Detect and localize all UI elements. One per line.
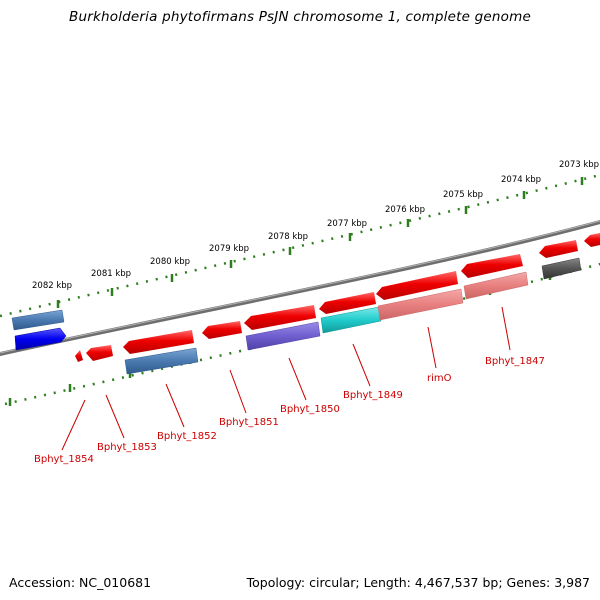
gene-arrow-blue[interactable] [14, 327, 67, 351]
map-title: Burkholderia phytofirmans PsJN chromosom… [69, 9, 531, 25]
gene-label-bphyt-1850[interactable]: Bphyt_1850 [280, 404, 340, 415]
leader-line [105, 394, 125, 439]
leader-line [288, 357, 307, 401]
genome-stats-text: Topology: circular; Length: 4,467,537 bp… [246, 575, 590, 590]
gene-arrow-red[interactable] [319, 292, 376, 314]
accession-text: Accession: NC_010681 [9, 575, 152, 590]
gene-arrow-red[interactable] [461, 254, 523, 278]
gene-labels: Bphyt_1854 Bphyt_1853 Bphyt_1852 Bphyt_1… [34, 356, 545, 465]
kbp-label: 2073 kbp [559, 160, 599, 170]
kbp-label: 2077 kbp [327, 219, 367, 229]
gene-arrow-red[interactable] [584, 233, 600, 247]
chromosome-backbone-highlight [0, 220, 600, 354]
gene-label-bphyt-1854[interactable]: Bphyt_1854 [34, 454, 94, 465]
inner-gene-row [124, 257, 582, 375]
leader-line [229, 369, 247, 414]
gene-arrow-red[interactable] [202, 321, 242, 339]
gene-arrow-steelblue[interactable] [11, 309, 65, 331]
gene-arrow-gray[interactable] [541, 257, 582, 280]
kbp-label: 2074 kbp [501, 175, 541, 185]
leader-line [501, 306, 511, 351]
leader-line [165, 383, 185, 428]
gene-arrow-cyan[interactable] [320, 306, 382, 334]
gene-arrow-red[interactable] [86, 345, 113, 361]
kbp-label: 2078 kbp [268, 232, 308, 242]
gene-arrow-red[interactable] [376, 271, 458, 300]
label-leaders [61, 306, 511, 451]
outer-major-ticks [56, 177, 584, 308]
gene-arrow-red[interactable] [244, 305, 316, 330]
gene-arrow-red[interactable] [75, 350, 83, 362]
leader-line [427, 326, 437, 369]
kbp-label: 2079 kbp [209, 244, 249, 254]
leader-line [61, 399, 86, 451]
kbp-labels: 2082 kbp 2081 kbp 2080 kbp 2079 kbp 2078… [32, 160, 599, 291]
kbp-label: 2075 kbp [443, 190, 483, 200]
chromosome-backbone [0, 220, 600, 356]
kbp-label: 2076 kbp [385, 205, 425, 215]
gene-label-bphyt-1852[interactable]: Bphyt_1852 [157, 431, 217, 442]
outer-gene-row [11, 233, 600, 362]
leader-line [352, 343, 371, 387]
gene-label-bphyt-1853[interactable]: Bphyt_1853 [97, 442, 157, 453]
gene-label-bphyt-1847[interactable]: Bphyt_1847 [485, 356, 545, 367]
gene-arrow-steelblue[interactable] [124, 347, 199, 375]
gene-arrow-red[interactable] [539, 240, 578, 258]
gene-arrow-red[interactable] [123, 330, 194, 354]
gene-label-bphyt-1849[interactable]: Bphyt_1849 [343, 390, 403, 401]
kbp-label: 2080 kbp [150, 257, 190, 267]
gene-arrow-pink[interactable] [377, 288, 464, 321]
gene-label-bphyt-1851[interactable]: Bphyt_1851 [219, 417, 279, 428]
gene-arrow-purple[interactable] [245, 321, 321, 351]
gene-arrow-pink[interactable] [463, 271, 529, 300]
kbp-label: 2082 kbp [32, 281, 72, 291]
kbp-label: 2081 kbp [91, 269, 131, 279]
gene-label-rimo[interactable]: rimO [427, 373, 452, 384]
